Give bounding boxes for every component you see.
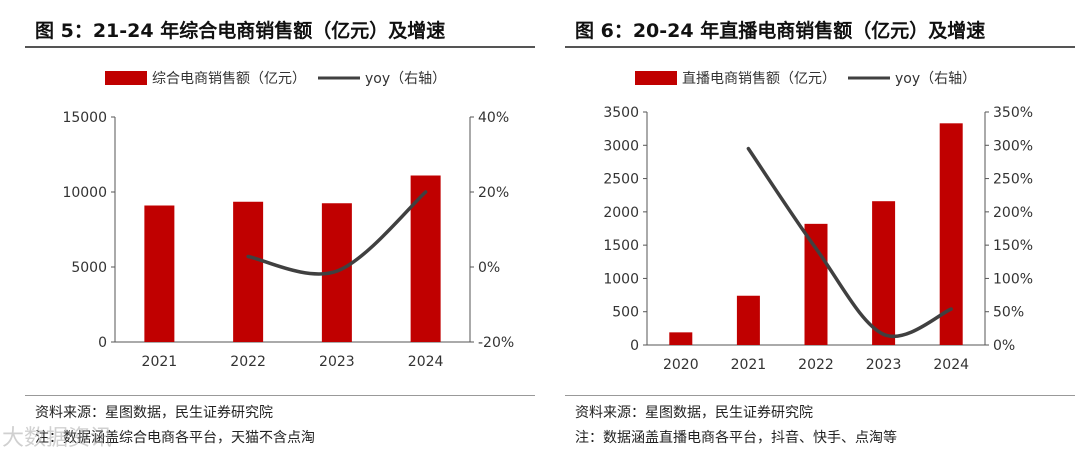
footnote: 注：数据涵盖直播电商各平台，抖音、快手、点淘等 [575,430,897,446]
y-left-tick-label: 2500 [603,172,639,188]
y-left-tick-label: 500 [612,305,639,321]
legend-line-label: yoy（右轴） [365,71,446,87]
y-right-tick-label: 20% [478,185,509,201]
y-right-tick-label: 0% [478,260,500,276]
figure-title: 图 6：20-24 年直播电商销售额（亿元）及增速 [575,20,986,42]
y-right-tick-label: 350% [993,105,1033,121]
y-left-tick-label: 2000 [603,205,639,221]
y-right-tick-label: 100% [993,271,1033,287]
source-note: 资料来源：星图数据，民生证券研究院 [575,405,813,421]
bar-2022 [804,223,828,345]
y-left-tick-label: 5000 [71,260,107,276]
x-tick-label: 2021 [731,357,767,373]
yoy-line [746,146,953,338]
x-tick-label: 2024 [933,357,969,373]
legend: 直播电商销售额（亿元） yoy（右轴） [635,70,976,87]
y-left-tick-label: 0 [98,335,107,351]
y-left-tick-label: 1000 [603,271,639,287]
y-right-tick-label: 300% [993,138,1033,154]
x-tick-label: 2024 [408,354,444,370]
y-left-tick-label: 0 [630,338,639,354]
y-right-tick-label: 250% [993,172,1033,188]
y-right-tick-label: 0% [993,338,1015,354]
y-right-tick-label: 40% [478,110,509,126]
footer-divider [25,395,535,396]
y-right-tick-label: 50% [993,305,1024,321]
y-left-tick-label: 3000 [603,138,639,154]
legend: 综合电商销售额（亿元） yoy（右轴） [105,71,446,87]
combo-chart-comprehensive-ecommerce: 综合电商销售额（亿元） yoy（右轴） 0 5000 10000 15000 -20% 0% 2… [62,71,514,370]
chart-panel-right: 图 6：20-24 年直播电商销售额（亿元）及增速 直播电商销售额（亿元） yoy… [565,0,1080,454]
legend-bar-swatch [105,71,147,85]
bar-2024 [939,123,963,346]
x-tick-label: 2020 [663,357,699,373]
x-tick-label: 2022 [230,354,266,370]
bar-2021 [144,205,175,342]
bar-2020 [669,332,693,345]
bar-2023 [872,201,896,345]
y-right-tick-label: 150% [993,238,1033,254]
source-note: 资料来源：星图数据，民生证券研究院 [35,405,273,421]
y-left-tick-label: 10000 [62,185,107,201]
y-left-tick-label: 15000 [62,110,107,126]
legend-bar-label: 直播电商销售额（亿元） [682,70,836,87]
chart-panel-left: 图 5：21-24 年综合电商销售额（亿元）及增速 综合电商销售额（亿元） yoy… [25,0,545,454]
y-right-tick-label: 200% [993,205,1033,221]
bar-2021 [736,295,760,345]
title-divider [25,46,535,48]
legend-bar-label: 综合电商销售额（亿元） [152,71,306,87]
legend-line-label: yoy（右轴） [895,71,976,87]
y-left-tick-label: 3500 [603,105,639,121]
footer-divider [565,395,1075,396]
bar-2022 [233,201,264,342]
y-left-tick-label: 1500 [603,238,639,254]
legend-bar-swatch [635,71,677,85]
title-divider [565,46,1075,48]
x-tick-label: 2023 [866,357,902,373]
y-right-tick-label: -20% [478,335,514,351]
combo-chart-livestream-ecommerce: 直播电商销售额（亿元） yoy（右轴） 0 500 1000 1500 2000 2500 30… [603,70,1033,373]
x-tick-label: 2021 [142,354,178,370]
x-tick-label: 2023 [319,354,355,370]
x-tick-label: 2022 [798,357,834,373]
figure-title: 图 5：21-24 年综合电商销售额（亿元）及增速 [35,20,446,42]
footnote: 注：数据涵盖综合电商各平台，天猫不含点淘 [35,430,315,446]
